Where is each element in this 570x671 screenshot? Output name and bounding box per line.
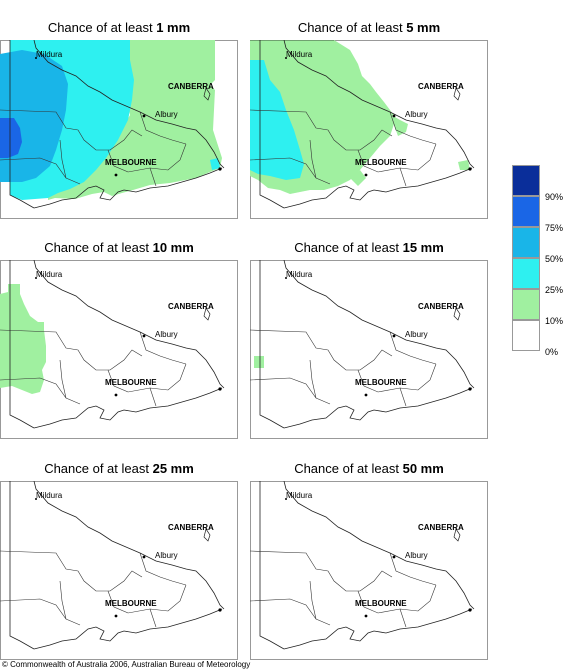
svg-text:Albury: Albury bbox=[155, 551, 178, 560]
copyright-notice: © Commonwealth of Australia 2006, Austra… bbox=[2, 660, 251, 669]
svg-text:Albury: Albury bbox=[155, 110, 178, 119]
svg-text:CANBERRA: CANBERRA bbox=[168, 82, 214, 91]
svg-text:Albury: Albury bbox=[405, 551, 428, 560]
svg-text:MELBOURNE: MELBOURNE bbox=[105, 599, 157, 608]
legend-label-90: 90% bbox=[545, 192, 564, 202]
svg-text:CANBERRA: CANBERRA bbox=[168, 302, 214, 311]
legend-swatch-75-90 bbox=[512, 196, 540, 227]
svg-text:Albury: Albury bbox=[405, 330, 428, 339]
panel-title: Chance of at least 10 mm bbox=[44, 240, 194, 255]
panel-title: Chance of at least 5 mm bbox=[297, 20, 441, 35]
svg-text:Mildura: Mildura bbox=[286, 270, 313, 279]
svg-text:Mildura: Mildura bbox=[36, 491, 63, 500]
panel-title: Chance of at least 15 mm bbox=[294, 240, 444, 255]
legend-label-50: 50% bbox=[545, 254, 564, 264]
panel-title: Chance of at least 25 mm bbox=[44, 461, 194, 476]
svg-text:Mildura: Mildura bbox=[286, 50, 313, 59]
svg-text:Mildura: Mildura bbox=[286, 491, 313, 500]
legend-label-25: 25% bbox=[545, 285, 564, 295]
svg-text:Mildura: Mildura bbox=[36, 50, 63, 59]
svg-text:MELBOURNE: MELBOURNE bbox=[105, 378, 157, 387]
svg-text:MELBOURNE: MELBOURNE bbox=[105, 158, 157, 167]
legend-swatch-10-25 bbox=[512, 289, 540, 320]
probability-legend: 90% 75% 50% 25% 10% 0% bbox=[512, 165, 570, 365]
map-15mm: Mildura CANBERRA Albury MELBOURNE bbox=[250, 260, 488, 439]
map-10mm: Mildura CANBERRA Albury MELBOURNE bbox=[0, 260, 238, 439]
svg-text:CANBERRA: CANBERRA bbox=[418, 82, 464, 91]
svg-text:MELBOURNE: MELBOURNE bbox=[355, 378, 407, 387]
svg-text:Albury: Albury bbox=[405, 110, 428, 119]
legend-label-0: 0% bbox=[545, 347, 559, 357]
map-1mm: Mildura CANBERRA Albury MELBOURNE bbox=[0, 40, 238, 219]
legend-label-75: 75% bbox=[545, 223, 564, 233]
map-5mm: Mildura CANBERRA Albury MELBOURNE bbox=[250, 40, 488, 219]
svg-text:MELBOURNE: MELBOURNE bbox=[355, 599, 407, 608]
map-50mm: Mildura CANBERRA Albury MELBOURNE bbox=[250, 481, 488, 660]
svg-text:Albury: Albury bbox=[155, 330, 178, 339]
legend-swatch-90plus bbox=[512, 165, 540, 196]
legend-swatch-0-10 bbox=[512, 320, 540, 351]
panel-title: Chance of at least 50 mm bbox=[294, 461, 444, 476]
svg-text:MELBOURNE: MELBOURNE bbox=[355, 158, 407, 167]
svg-text:CANBERRA: CANBERRA bbox=[418, 523, 464, 532]
legend-swatch-50-75 bbox=[512, 227, 540, 258]
svg-text:Mildura: Mildura bbox=[36, 270, 63, 279]
svg-text:CANBERRA: CANBERRA bbox=[418, 302, 464, 311]
map-25mm: Mildura CANBERRA Albury MELBOURNE bbox=[0, 481, 238, 660]
legend-label-10: 10% bbox=[545, 316, 564, 326]
panel-title: Chance of at least 1 mm bbox=[47, 20, 191, 35]
svg-text:CANBERRA: CANBERRA bbox=[168, 523, 214, 532]
legend-swatch-25-50 bbox=[512, 258, 540, 289]
